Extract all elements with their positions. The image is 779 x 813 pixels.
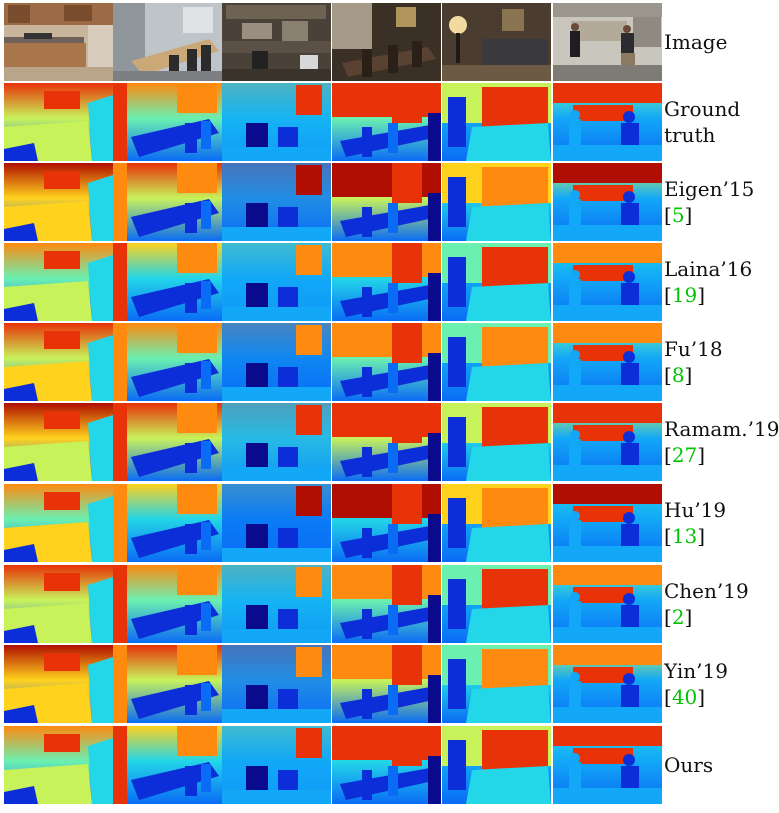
office-desks-photo bbox=[222, 3, 331, 81]
depth-map-kitchen bbox=[4, 243, 113, 321]
row-label: Ours bbox=[664, 752, 779, 778]
depth-map-dining-chairs bbox=[332, 163, 441, 241]
depth-map-living-room-lamp bbox=[442, 565, 551, 643]
depth-map-office-people bbox=[553, 645, 662, 723]
depth-map-dining-room bbox=[113, 645, 222, 723]
row-label: Chen’19 [2] bbox=[664, 578, 779, 630]
row-label-text: Ramam.’19 bbox=[664, 417, 779, 441]
depth-map-office-people bbox=[553, 484, 662, 562]
row-label-text: Eigen’15 bbox=[664, 177, 755, 201]
depth-map-dining-room bbox=[113, 726, 222, 804]
dining-room-photo bbox=[113, 3, 222, 81]
depth-map-living-room-lamp bbox=[442, 163, 551, 241]
depth-map-office-people bbox=[553, 83, 662, 161]
depth-map-living-room-lamp bbox=[442, 726, 551, 804]
depth-map-office-desks bbox=[222, 403, 331, 481]
depth-map-office-people bbox=[553, 565, 662, 643]
row-label: Hu’19 [13] bbox=[664, 497, 779, 549]
row-label-text: Laina’16 bbox=[664, 257, 753, 281]
citation-link[interactable]: [2] bbox=[664, 605, 693, 629]
row-label-text: Chen’19 bbox=[664, 579, 749, 603]
dining-chairs-photo bbox=[332, 3, 441, 81]
depth-map-dining-room bbox=[113, 163, 222, 241]
row-label-text: Hu’19 bbox=[664, 498, 727, 522]
depth-map-living-room-lamp bbox=[442, 83, 551, 161]
depth-map-office-people bbox=[553, 163, 662, 241]
citation-number[interactable]: 2 bbox=[671, 605, 685, 629]
citation-link[interactable]: [27] bbox=[664, 443, 706, 467]
depth-map-dining-chairs bbox=[332, 726, 441, 804]
depth-map-office-people bbox=[553, 323, 662, 401]
depth-map-kitchen bbox=[4, 403, 113, 481]
row-label: Image bbox=[664, 29, 779, 55]
row-label: Yin’19 [40] bbox=[664, 658, 779, 710]
citation-link[interactable]: [13] bbox=[664, 524, 706, 548]
depth-map-kitchen bbox=[4, 83, 113, 161]
row-label-text: Yin’19 bbox=[664, 659, 728, 683]
depth-map-dining-room bbox=[113, 243, 222, 321]
row-label: Ground truth bbox=[664, 96, 779, 148]
row-label-text: Fu’18 bbox=[664, 337, 723, 361]
depth-map-office-desks bbox=[222, 83, 331, 161]
row-label-text: Ours bbox=[664, 753, 714, 777]
depth-map-office-people bbox=[553, 243, 662, 321]
depth-map-dining-room bbox=[113, 565, 222, 643]
row-label-text: truth bbox=[664, 123, 716, 147]
depth-map-living-room-lamp bbox=[442, 403, 551, 481]
depth-map-office-desks bbox=[222, 645, 331, 723]
citation-number[interactable]: 27 bbox=[671, 443, 698, 467]
depth-map-dining-chairs bbox=[332, 565, 441, 643]
depth-map-living-room-lamp bbox=[442, 323, 551, 401]
depth-map-office-desks bbox=[222, 323, 331, 401]
citation-link[interactable]: [19] bbox=[664, 283, 706, 307]
office-people-photo bbox=[553, 3, 662, 81]
citation-number[interactable]: 13 bbox=[671, 524, 698, 548]
citation-number[interactable]: 8 bbox=[671, 363, 685, 387]
depth-map-office-desks bbox=[222, 163, 331, 241]
depth-map-living-room-lamp bbox=[442, 645, 551, 723]
citation-number[interactable]: 5 bbox=[671, 203, 685, 227]
depth-map-kitchen bbox=[4, 484, 113, 562]
citation-number[interactable]: 40 bbox=[671, 685, 698, 709]
depth-map-dining-room bbox=[113, 323, 222, 401]
depth-map-dining-chairs bbox=[332, 83, 441, 161]
depth-map-office-people bbox=[553, 726, 662, 804]
depth-map-dining-chairs bbox=[332, 243, 441, 321]
depth-map-dining-chairs bbox=[332, 645, 441, 723]
citation-link[interactable]: [8] bbox=[664, 363, 693, 387]
depth-map-dining-chairs bbox=[332, 403, 441, 481]
citation-link[interactable]: [40] bbox=[664, 685, 706, 709]
depth-map-dining-room bbox=[113, 403, 222, 481]
depth-map-dining-room bbox=[113, 83, 222, 161]
row-label: Ramam.’19 [27] bbox=[664, 416, 779, 468]
depth-map-office-desks bbox=[222, 565, 331, 643]
depth-map-office-desks bbox=[222, 726, 331, 804]
depth-map-living-room-lamp bbox=[442, 484, 551, 562]
depth-map-office-desks bbox=[222, 243, 331, 321]
depth-map-kitchen bbox=[4, 726, 113, 804]
row-label: Eigen’15 [5] bbox=[664, 176, 779, 228]
living-room-lamp-photo bbox=[442, 3, 551, 81]
depth-map-kitchen bbox=[4, 163, 113, 241]
depth-map-office-desks bbox=[222, 484, 331, 562]
row-label: Laina’16 [19] bbox=[664, 256, 779, 308]
depth-map-kitchen bbox=[4, 565, 113, 643]
depth-map-office-people bbox=[553, 403, 662, 481]
row-label-text: Ground bbox=[664, 97, 741, 121]
depth-map-living-room-lamp bbox=[442, 243, 551, 321]
depth-map-dining-chairs bbox=[332, 484, 441, 562]
row-label-text: Image bbox=[664, 30, 728, 54]
kitchen-photo bbox=[4, 3, 113, 81]
depth-map-kitchen bbox=[4, 645, 113, 723]
depth-map-kitchen bbox=[4, 323, 113, 401]
citation-link[interactable]: [5] bbox=[664, 203, 693, 227]
depth-map-dining-chairs bbox=[332, 323, 441, 401]
depth-map-dining-room bbox=[113, 484, 222, 562]
row-label: Fu’18 [8] bbox=[664, 336, 779, 388]
citation-number[interactable]: 19 bbox=[671, 283, 698, 307]
